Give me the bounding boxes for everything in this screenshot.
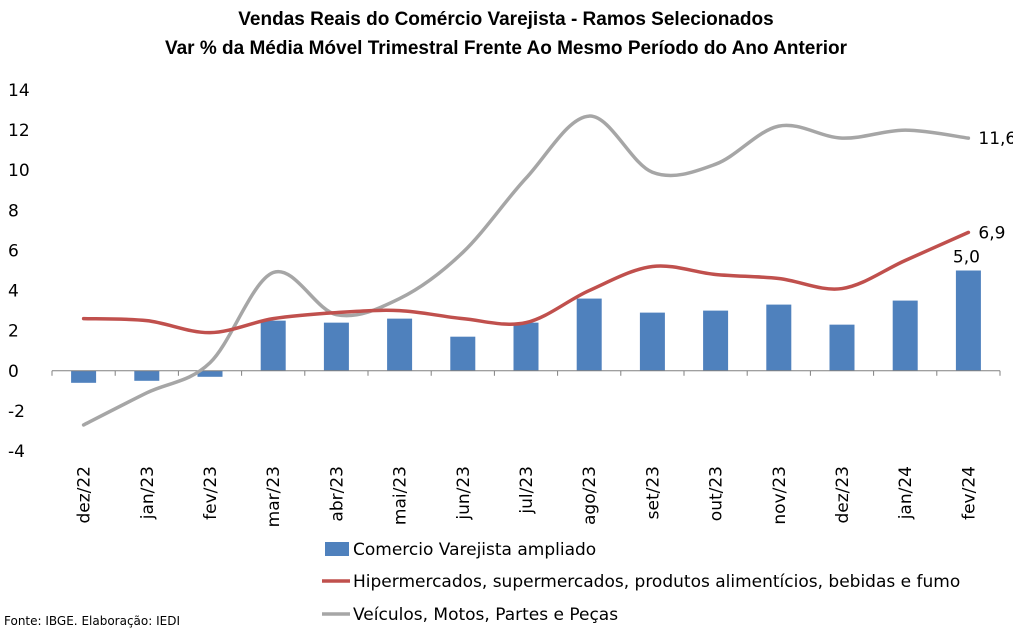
x-tick-label: set/23	[643, 466, 663, 519]
bar	[323, 322, 349, 371]
x-tick-label: abr/23	[327, 466, 347, 522]
bar	[71, 370, 97, 383]
x-tick-label: out/23	[707, 466, 727, 521]
y-tick-label: 12	[8, 121, 30, 141]
series-line-2	[81, 114, 971, 427]
data-label: 5,0	[953, 248, 980, 268]
y-tick-label: 4	[8, 282, 19, 302]
x-tick-label: mai/23	[391, 466, 411, 525]
x-tick-label: nov/23	[770, 466, 790, 525]
legend-label: Veículos, Motos, Partes e Peças	[353, 605, 618, 625]
x-tick-label: fev/24	[959, 466, 979, 520]
x-tick-label: mar/23	[264, 466, 284, 527]
bar	[766, 304, 792, 371]
x-tick-label: jun/23	[454, 466, 474, 521]
x-tick-label: jan/24	[896, 466, 916, 520]
y-tick-label: 0	[8, 362, 19, 382]
x-tick-label: jan/23	[138, 466, 158, 520]
bar	[450, 336, 476, 371]
x-tick-label: jul/23	[517, 466, 537, 515]
y-tick-label: -2	[8, 402, 25, 422]
bar	[197, 370, 223, 377]
y-tick-label: 14	[8, 81, 30, 101]
source-note: Fonte: IBGE. Elaboração: IEDI	[4, 614, 180, 628]
x-tick-label: dez/23	[833, 466, 853, 524]
bar	[576, 298, 602, 371]
x-tick-label: fev/23	[201, 466, 221, 520]
bar	[703, 310, 729, 371]
y-tick-label: 2	[8, 322, 19, 342]
legend-swatch-bar	[325, 542, 349, 556]
data-label: 11,6	[978, 129, 1013, 149]
bar	[134, 370, 160, 381]
x-tick-label: ago/23	[580, 466, 600, 525]
bar	[955, 270, 981, 371]
y-tick-label: -4	[8, 442, 25, 462]
legend-label: Comercio Varejista ampliado	[353, 540, 596, 560]
y-tick-label: 6	[8, 241, 19, 261]
bar	[829, 324, 855, 371]
bar	[260, 320, 286, 371]
plot-area: -4 -2 0 2 4 6 8 10 12 14 5,0 6,9 11,6 dez/22 jan/23 fev…	[8, 81, 1013, 527]
chart-title: Vendas Reais do Comércio Varejista - Ram…	[238, 9, 773, 30]
legend-label: Hipermercados, supermercados, produtos a…	[353, 572, 960, 592]
bar	[387, 318, 413, 371]
series-line-1	[81, 230, 971, 335]
x-tick-label: dez/22	[75, 466, 95, 524]
bar	[639, 312, 665, 371]
bar	[513, 322, 539, 371]
legend: Comercio Varejista ampliado Hipermercados…	[322, 540, 960, 625]
y-tick-label: 8	[8, 201, 19, 221]
bar	[892, 300, 918, 371]
chart-subtitle: Var % da Média Móvel Trimestral Frente A…	[165, 38, 848, 59]
y-tick-label: 10	[8, 161, 30, 181]
data-label: 6,9	[978, 223, 1005, 243]
